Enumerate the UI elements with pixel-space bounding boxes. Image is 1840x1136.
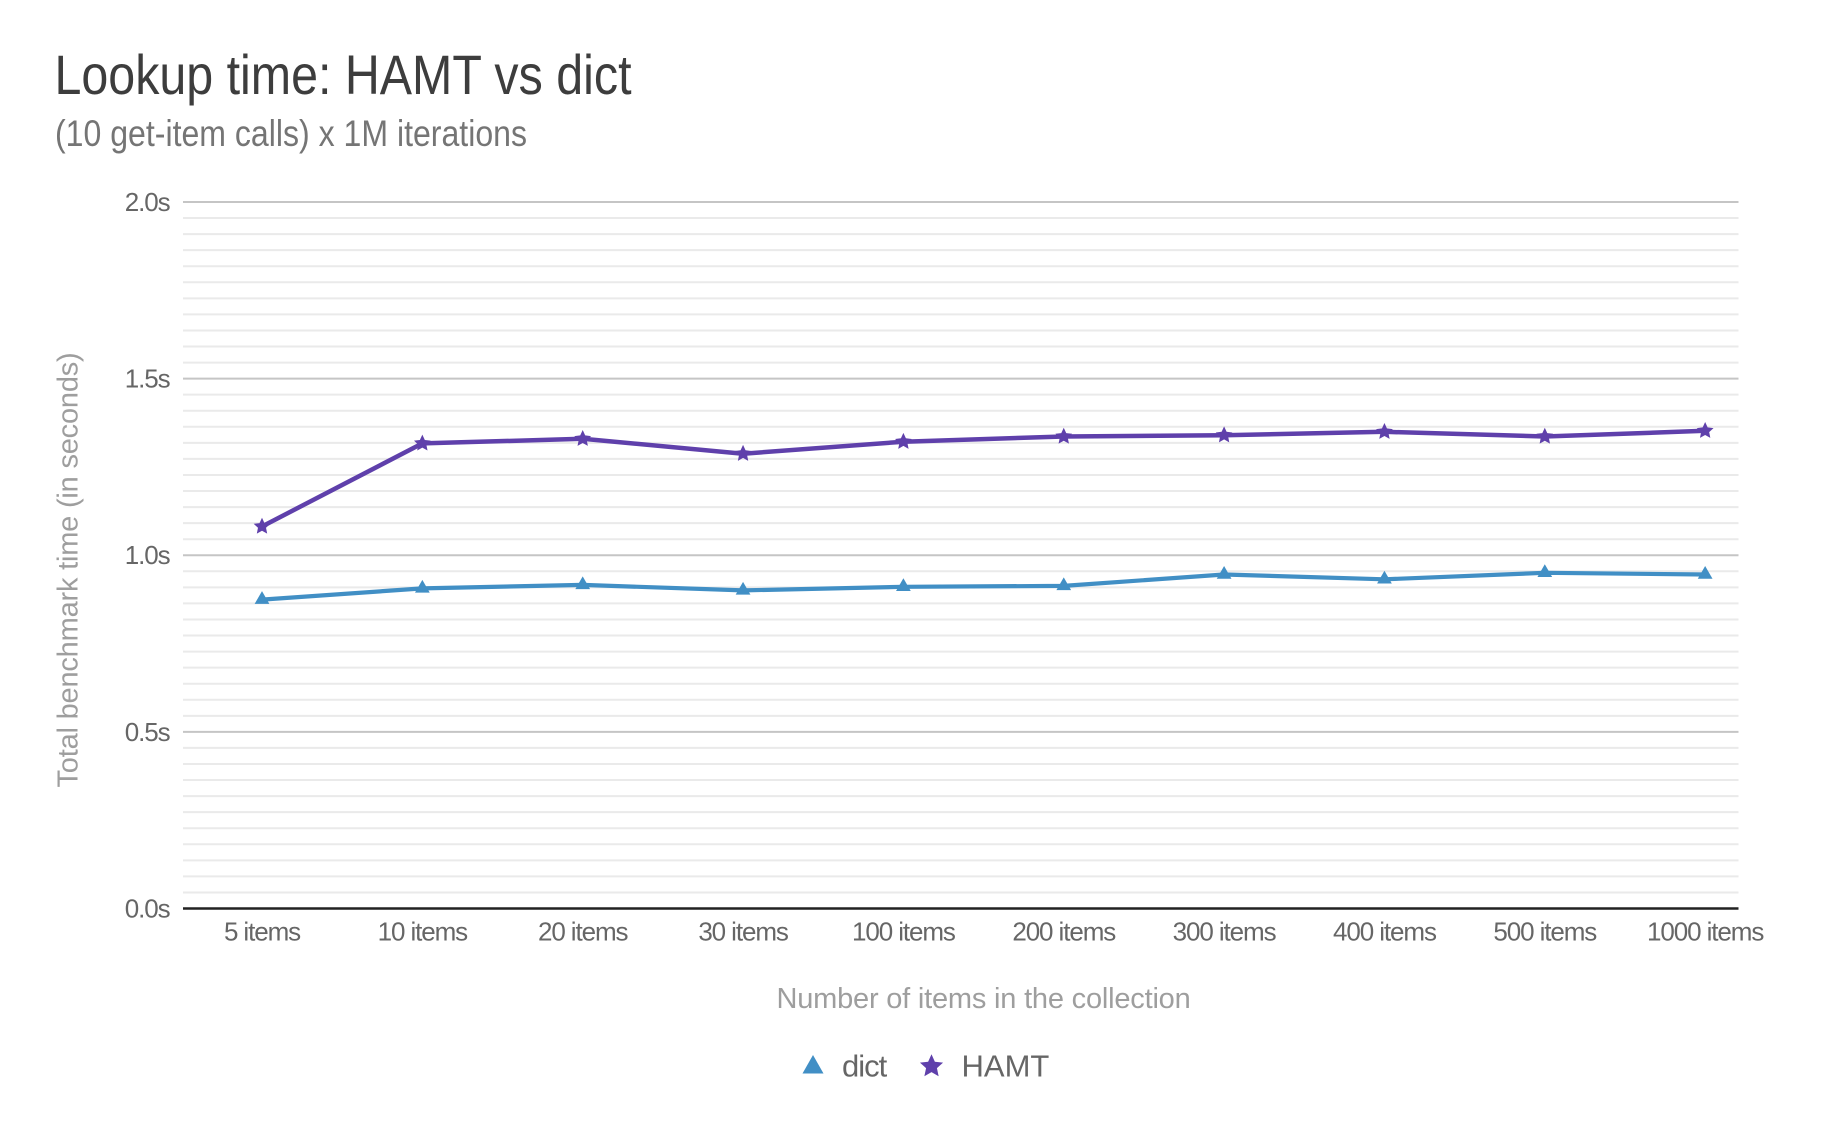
svg-text:(10 get-item calls) x 1M itera: (10 get-item calls) x 1M iterations: [55, 113, 527, 154]
svg-text:200 items: 200 items: [1012, 917, 1116, 947]
svg-text:0.0s: 0.0s: [125, 893, 171, 923]
svg-text:1.0s: 1.0s: [125, 540, 171, 570]
svg-text:400 items: 400 items: [1333, 917, 1437, 947]
svg-text:dict: dict: [842, 1049, 888, 1084]
svg-text:20 items: 20 items: [538, 917, 629, 947]
svg-text:10 items: 10 items: [378, 917, 469, 947]
svg-text:1.5s: 1.5s: [125, 364, 171, 394]
svg-text:2.0s: 2.0s: [125, 187, 171, 217]
svg-text:1000 items: 1000 items: [1647, 917, 1764, 947]
svg-text:Lookup time: HAMT vs dict: Lookup time: HAMT vs dict: [55, 44, 633, 106]
svg-text:300 items: 300 items: [1173, 917, 1277, 947]
svg-text:100 items: 100 items: [852, 917, 956, 947]
svg-text:500 items: 500 items: [1493, 917, 1597, 947]
svg-text:HAMT: HAMT: [962, 1049, 1050, 1084]
svg-text:0.5s: 0.5s: [125, 717, 171, 747]
svg-text:Number of items in the collect: Number of items in the collection: [776, 983, 1190, 1015]
svg-text:5 items: 5 items: [224, 917, 301, 947]
svg-text:Total benchmark time (in secon: Total benchmark time (in seconds): [53, 352, 85, 787]
svg-text:30 items: 30 items: [698, 917, 789, 947]
